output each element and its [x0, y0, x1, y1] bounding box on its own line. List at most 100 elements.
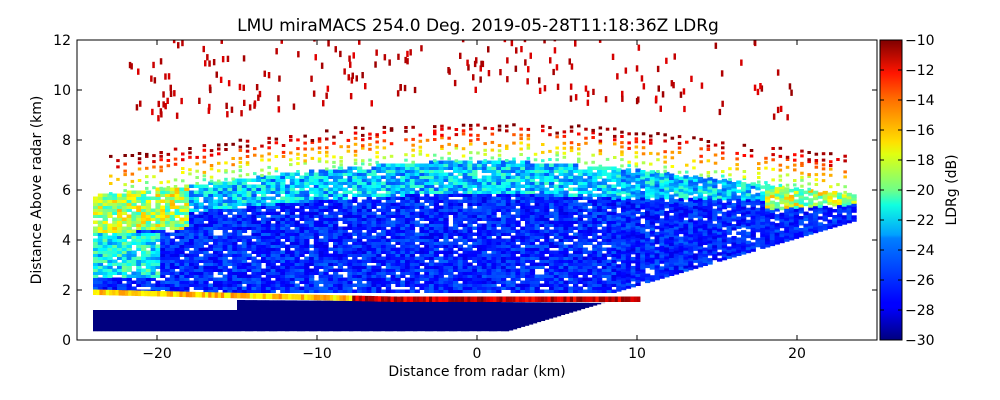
radar-cell	[467, 184, 473, 188]
radar-cell	[745, 246, 752, 251]
radar-cell	[405, 259, 411, 263]
radar-cell	[405, 253, 411, 257]
radar-cell	[395, 178, 401, 182]
radar-cell	[155, 202, 161, 206]
radar-cell	[203, 229, 209, 233]
radar-cell	[448, 175, 454, 179]
radar-cell	[448, 247, 454, 251]
radar-cell	[371, 268, 377, 272]
radar-cell	[126, 193, 132, 197]
radar-cell	[193, 193, 200, 197]
radar-cell	[592, 271, 598, 275]
radar-cell	[232, 214, 238, 218]
radar-cell	[145, 196, 152, 200]
radar-cell	[366, 205, 372, 209]
radar-cell	[97, 286, 104, 290]
radar-cell	[289, 178, 296, 182]
radar-cell	[481, 247, 488, 251]
radar-cell	[121, 217, 128, 221]
radar-cell	[587, 181, 593, 185]
radar-cell	[424, 247, 430, 251]
radar-cell	[481, 223, 488, 227]
radar-cell	[145, 223, 152, 227]
radar-cell	[304, 241, 310, 245]
radar-cell	[453, 256, 459, 260]
radar-cell	[549, 181, 555, 185]
radar-cell	[361, 184, 368, 188]
radar-cell	[755, 213, 761, 218]
radar-cell	[145, 229, 152, 233]
radar-cell	[342, 259, 348, 263]
radar-cell	[174, 274, 180, 278]
radar-cell	[539, 229, 545, 233]
radar-cell	[318, 289, 324, 293]
radar-cell	[304, 226, 310, 230]
radar-cell	[457, 286, 464, 290]
radar-cell	[760, 212, 766, 216]
radar-cell	[189, 235, 195, 239]
radar-cell	[611, 283, 617, 287]
radar-cell	[453, 175, 459, 179]
radar-cell	[693, 196, 699, 200]
radar-cell	[112, 250, 118, 254]
radar-cell	[640, 176, 646, 180]
radar-cell	[424, 166, 430, 170]
radar-cell	[150, 232, 156, 236]
radar-cell	[621, 262, 627, 267]
radar-cell	[534, 166, 540, 170]
radar-cell	[309, 196, 315, 200]
radar-cell	[525, 181, 531, 185]
radar-cell	[563, 199, 569, 203]
radar-cell	[645, 252, 651, 257]
radar-cell	[678, 239, 684, 244]
radar-cell	[141, 211, 147, 215]
radar-cell	[376, 250, 382, 254]
radar-cell	[501, 280, 507, 284]
radar-cell	[635, 282, 641, 286]
radar-cell	[390, 262, 396, 266]
radar-cell	[611, 208, 617, 212]
radar-cell	[357, 217, 363, 221]
radar-cell	[112, 196, 118, 200]
radar-cell	[395, 169, 401, 173]
radar-cell	[285, 271, 291, 275]
radar-cell	[385, 229, 392, 233]
radar-cell	[280, 262, 286, 266]
radar-cell	[251, 223, 257, 227]
radar-cell	[697, 260, 704, 265]
radar-cell	[198, 244, 204, 248]
radar-cell	[160, 211, 166, 215]
radar-cell	[246, 202, 252, 206]
radar-cell	[357, 211, 363, 215]
radar-cell	[400, 223, 406, 227]
radar-cell	[673, 268, 680, 272]
radar-cell	[371, 169, 377, 173]
radar-cell	[750, 200, 756, 204]
radar-cell	[289, 259, 296, 263]
radar-cell	[184, 217, 190, 221]
radar-cell	[376, 232, 382, 236]
radar-cell	[616, 183, 622, 187]
radar-cell	[371, 274, 377, 278]
radar-cell	[347, 277, 353, 281]
radar-cell	[227, 283, 233, 287]
radar-cell	[501, 178, 507, 182]
radar-cell	[400, 202, 406, 206]
radar-cell	[347, 262, 353, 266]
radar-cell	[179, 274, 185, 278]
radar-cell	[222, 256, 228, 260]
radar-cell	[299, 259, 305, 263]
radar-cell	[184, 208, 190, 212]
radar-cell	[477, 301, 482, 332]
radar-cell	[443, 265, 449, 269]
radar-cell	[472, 241, 478, 245]
radar-cell	[453, 232, 459, 236]
radar-cell	[376, 220, 382, 224]
radar-cell	[726, 240, 732, 244]
radar-cell	[606, 178, 612, 182]
radar-cell	[371, 259, 377, 263]
radar-cell	[755, 225, 761, 230]
radar-cell	[501, 253, 507, 257]
radar-cell	[563, 253, 569, 257]
radar-cell	[361, 178, 368, 182]
